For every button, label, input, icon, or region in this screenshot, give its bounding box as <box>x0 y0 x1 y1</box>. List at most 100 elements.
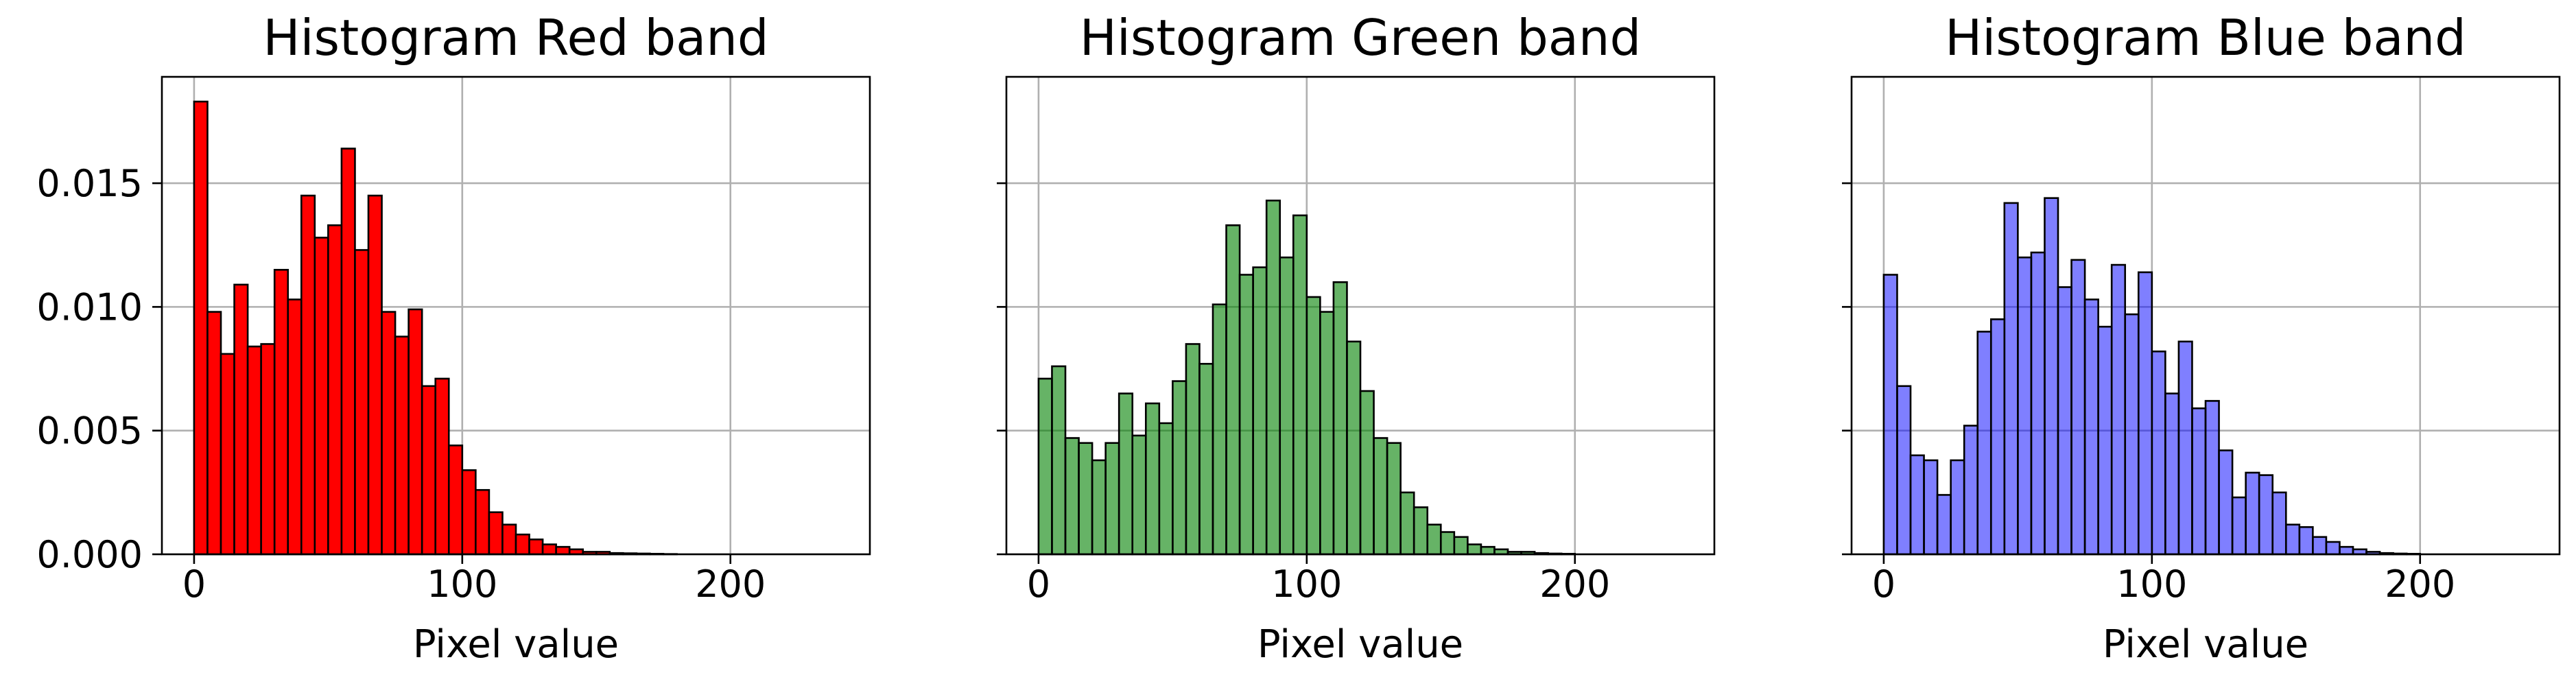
histogram-bar <box>475 488 491 556</box>
histogram-bar <box>1963 425 1979 556</box>
x-tick-label: 0 <box>1872 563 1895 606</box>
histogram-bar <box>488 511 504 556</box>
histogram-bar <box>246 345 262 556</box>
histogram-bar <box>1238 274 1254 556</box>
histogram-panel-red: 0 100 200 0.000 0.005 0.010 0.015 Histogram Red… <box>36 9 871 667</box>
histogram-bar <box>1453 536 1469 556</box>
histogram-bar <box>1989 318 2006 556</box>
histogram-bar <box>2003 202 2019 556</box>
histogram-bar <box>2017 256 2033 556</box>
histogram-bar <box>2191 407 2207 556</box>
histogram-bar <box>1131 434 1147 556</box>
histogram-bar <box>1373 437 1389 556</box>
histogram-bar <box>2070 259 2086 556</box>
histogram-bar <box>1426 523 1442 556</box>
histogram-bar <box>1319 311 1335 556</box>
histogram-bar <box>327 224 343 556</box>
histogram-bar <box>314 237 329 556</box>
histogram-bar <box>1332 281 1348 556</box>
histogram-bar <box>1896 385 1912 556</box>
histogram-bar <box>2097 325 2113 556</box>
histogram-bar <box>1882 274 1898 556</box>
histogram-bar <box>1212 303 1227 556</box>
histogram-bar <box>1064 437 1080 556</box>
histogram-bar <box>1292 214 1308 556</box>
histogram-bar <box>2218 449 2234 556</box>
histogram-bar <box>1158 422 1174 556</box>
histogram-bar <box>1172 380 1187 556</box>
histogram-bar <box>2164 392 2180 556</box>
histogram-bar <box>2083 298 2099 556</box>
histogram-bar <box>2271 491 2287 556</box>
x-axis-label: Pixel value <box>2103 622 2308 667</box>
histogram-bar <box>2245 471 2260 556</box>
histogram-bar <box>555 545 571 556</box>
histogram-bar <box>2057 286 2072 556</box>
x-tick-label: 100 <box>427 563 497 606</box>
histogram-bar <box>2298 526 2314 556</box>
chart-title: Histogram Green band <box>1080 9 1641 67</box>
histogram-bar <box>2177 340 2193 556</box>
histogram-bar <box>1386 442 1402 556</box>
histogram-bar <box>2325 541 2341 556</box>
histogram-bar <box>447 445 464 556</box>
histogram-bar <box>1413 506 1429 556</box>
histogram-bar <box>434 377 450 556</box>
x-tick-label: 100 <box>2116 563 2187 606</box>
x-tick-label: 200 <box>2385 563 2455 606</box>
histogram-bar <box>1936 494 1952 556</box>
histogram-bar <box>1976 331 1992 556</box>
histogram-bar <box>206 311 222 556</box>
histogram-bar <box>1279 256 1295 556</box>
histogram-bar <box>2204 400 2220 556</box>
histogram-bar <box>541 543 557 556</box>
histogram-bar <box>1399 491 1415 556</box>
x-axis-label: Pixel value <box>1257 622 1463 667</box>
histogram-bar <box>2030 251 2046 556</box>
axes-frame <box>1005 75 1716 556</box>
x-tick-label: 200 <box>695 563 766 606</box>
histogram-bar <box>1104 442 1120 556</box>
histogram-bar <box>354 249 370 556</box>
histogram-bar <box>1346 340 1362 556</box>
histogram-bar <box>1480 545 1496 556</box>
histogram-bar <box>1078 442 1094 556</box>
y-tick-label: 0.010 <box>36 285 143 329</box>
chart-title: Histogram Blue band <box>1945 9 2466 67</box>
axes-frame <box>161 75 871 556</box>
x-tick-label: 0 <box>182 563 206 606</box>
histogram-bar <box>394 335 410 556</box>
histogram-bar <box>1439 531 1456 556</box>
histogram-bar <box>515 533 530 556</box>
histogram-bar <box>220 353 235 556</box>
histogram-panel-green: 0 100 200 Histogram Green band Pixel value <box>997 9 1716 667</box>
histogram-bar <box>273 268 289 556</box>
histogram-bar <box>300 194 316 556</box>
histogram-bar <box>407 308 423 556</box>
histogram-bar <box>1467 543 1482 556</box>
histogram-bar <box>1051 365 1067 556</box>
histogram-bar <box>1198 363 1214 556</box>
histogram-bar <box>2258 474 2274 556</box>
histogram-bar <box>1252 266 1268 556</box>
histogram-bar <box>1305 296 1321 556</box>
histogram-bar <box>2044 197 2059 556</box>
y-tick-label: 0.000 <box>36 533 143 576</box>
histogram-bar <box>1185 343 1201 556</box>
histogram-panel-blue: 0 100 200 Histogram Blue band Pixel value <box>1842 9 2561 667</box>
histogram-bar <box>193 100 209 556</box>
histogram-bar <box>1118 392 1134 556</box>
histogram-bar <box>461 469 477 556</box>
x-axis-label: Pixel value <box>413 622 619 667</box>
x-tick-label: 200 <box>1539 563 1610 606</box>
histogram-bar <box>421 385 437 556</box>
histogram-bar <box>2110 263 2127 556</box>
axes-frame <box>1850 75 2561 556</box>
histogram-bar <box>2312 536 2328 556</box>
histogram-bar <box>2284 523 2301 556</box>
histogram-bar <box>1037 377 1053 556</box>
histogram-bar <box>287 298 303 556</box>
y-tick-label: 0.005 <box>36 410 143 453</box>
histogram-bar <box>501 523 517 556</box>
